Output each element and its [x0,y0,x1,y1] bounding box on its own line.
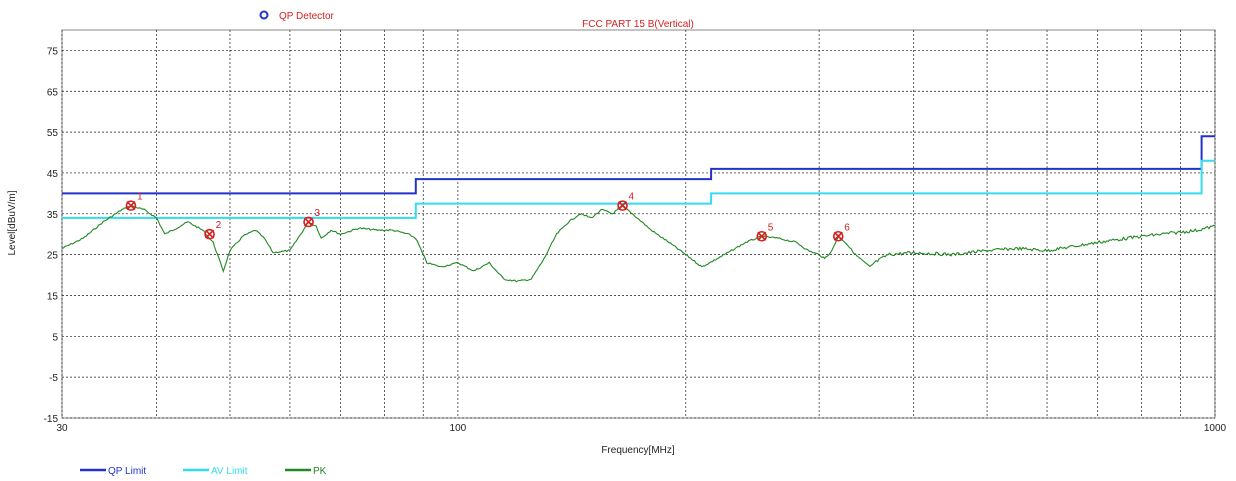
y-tick-label: 65 [47,87,59,98]
y-tick-label: -5 [49,373,58,384]
plot-frame [61,29,1216,419]
x-axis-label: Frequency[MHz] [601,445,675,456]
y-tick-label: 15 [47,291,59,302]
peak-marker-cross [126,201,136,211]
y-tick-label: 45 [47,169,59,180]
series-line-av-limit [62,159,1215,219]
series-line-pk [61,204,1216,283]
peak-marker-circle [832,230,844,242]
peak-marker-circle [204,228,215,240]
peak-marker: 4 [617,192,635,211]
y-tick-label: 55 [47,128,59,139]
peak-marker: 1 [125,192,143,211]
x-tick-label: 30 [56,423,68,434]
detector-label: QP Detector [279,11,335,22]
peak-marker-circle [756,230,768,242]
x-tick-label: 1000 [1204,423,1227,434]
peak-marker: 5 [756,222,774,242]
peak-marker-cross [617,201,628,211]
y-tick-label: 25 [47,251,59,262]
peak-marker: 3 [303,208,321,228]
legend-label: AV Limit [211,466,248,477]
peak-marker-label: 6 [844,222,850,233]
y-tick-label: -15 [44,414,59,425]
peak-marker: 2 [204,220,222,240]
peak-marker-circle [303,216,314,228]
marker-layer: 1 2 3 4 5 6 [125,192,850,242]
peak-marker: 6 [832,222,850,242]
peak-marker-cross [205,229,215,239]
legend-label: QP Limit [108,466,146,477]
y-tick-label: 75 [47,46,59,57]
peak-marker-label: 3 [315,208,321,219]
peak-marker-label: 4 [629,192,635,203]
legend-label: PK [313,466,327,477]
peak-marker-circle [125,200,137,211]
legend: QP Limit AV Limit PK [80,466,327,477]
peak-marker-circle [617,200,628,211]
grid [61,29,1216,419]
chart-title: FCC PART 15 B(Vertical) [582,19,694,30]
y-tick-label: 5 [52,332,58,343]
peak-marker-cross [303,217,314,227]
detector-marker-icon [259,10,269,20]
y-tick-label: 35 [47,210,59,221]
peak-marker-cross [757,231,767,241]
series-line-qp-limit [62,135,1215,195]
peak-marker-label: 5 [768,222,774,233]
x-tick-label: 100 [450,423,467,434]
peak-marker-label: 1 [137,192,143,203]
peak-marker-cross [833,231,843,241]
series-layer [61,135,1216,283]
peak-marker-label: 2 [216,220,222,231]
y-axis-label: Level[dBuV/m] [7,190,18,255]
